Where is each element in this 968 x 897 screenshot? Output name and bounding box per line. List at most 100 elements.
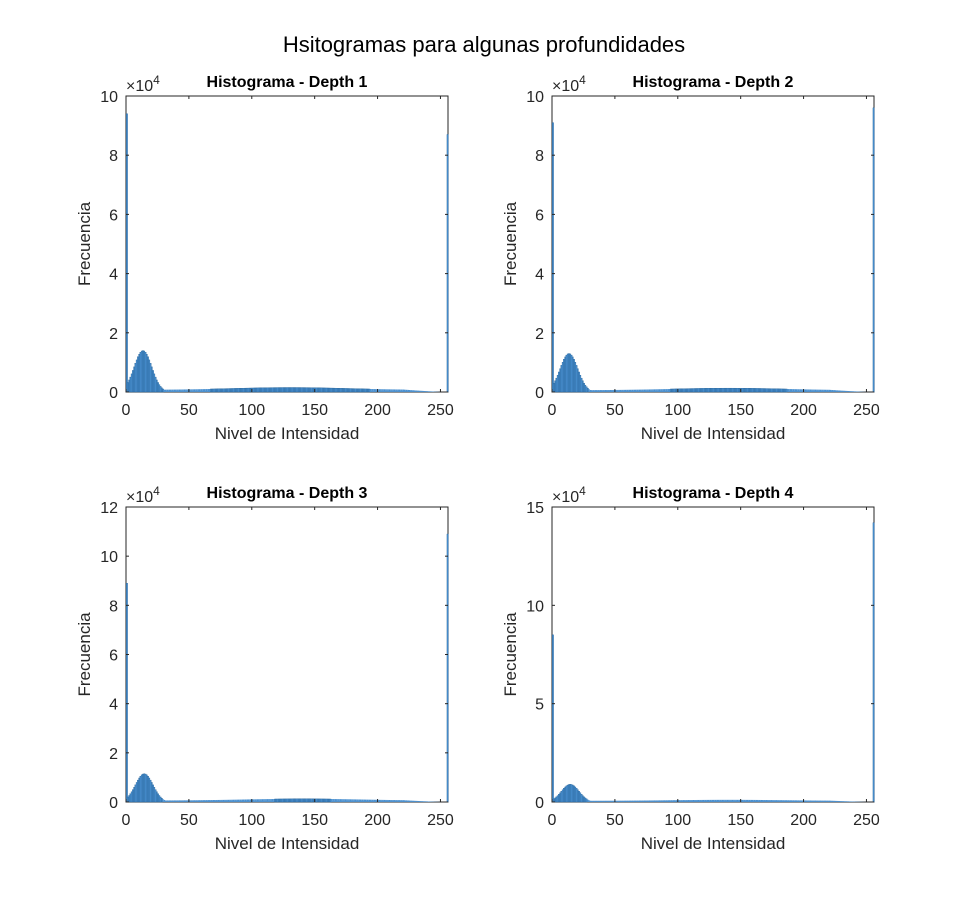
histogram-bar (720, 387, 722, 393)
histogram-bar (203, 389, 206, 392)
histogram-bar (182, 800, 184, 802)
histogram-bar (768, 800, 770, 802)
histogram-bar (368, 388, 371, 393)
histogram-bar (838, 801, 841, 802)
histogram-bar (710, 388, 712, 393)
histogram-bar (850, 801, 852, 802)
histogram-bar (191, 389, 193, 392)
histogram-bar (616, 389, 618, 392)
histogram-bar (621, 800, 623, 802)
histogram-bar (177, 389, 179, 392)
histogram-bar (657, 800, 659, 802)
histogram-bar (848, 391, 851, 392)
histogram-bar (395, 389, 397, 392)
histogram-bar (828, 800, 830, 802)
histogram-bar (751, 799, 754, 802)
histogram-bar (213, 388, 216, 393)
histogram-bar (431, 391, 433, 392)
histogram-bar (682, 800, 685, 802)
histogram-bar (266, 799, 269, 802)
histogram-bar (593, 800, 595, 802)
histogram-bar (352, 799, 354, 802)
histogram-bar (264, 799, 266, 802)
x-axis-label: Nivel de Intensidad (641, 834, 786, 853)
histogram-bar (809, 800, 812, 802)
histogram-bar (667, 389, 669, 392)
histogram-bar (417, 390, 420, 392)
histogram-bar (304, 387, 307, 393)
histogram-bar (274, 387, 276, 393)
histogram-bar (646, 800, 648, 802)
histogram-bar (209, 389, 211, 392)
histogram-bar (706, 799, 708, 802)
histogram-bar (283, 387, 285, 393)
histogram-bar (132, 370, 134, 393)
histogram-bar (410, 390, 412, 392)
histogram-bar (159, 386, 162, 393)
histogram-bar (564, 356, 567, 393)
histogram-bar (726, 799, 729, 802)
histogram-bar (246, 799, 249, 802)
histogram-bar (782, 388, 784, 393)
histogram-bar (730, 387, 733, 393)
histogram-bar (392, 389, 394, 392)
histogram-bar (807, 800, 809, 802)
histogram-bar (731, 387, 734, 393)
histogram-bar (606, 800, 608, 802)
histogram-bar (137, 779, 139, 803)
histogram-bar (558, 794, 560, 803)
histogram-bar (715, 799, 717, 802)
histogram-bar (872, 107, 875, 393)
histogram-bar (626, 800, 628, 802)
histogram-bar (144, 352, 147, 393)
histogram-bar (641, 800, 643, 802)
histogram-bar (672, 388, 675, 393)
histogram-bar (376, 389, 378, 392)
histogram-bar (753, 388, 755, 393)
histogram-bar (197, 800, 199, 802)
histogram-bar (134, 784, 137, 803)
histogram-bar (787, 800, 789, 802)
y-exponent-power: 4 (153, 73, 160, 87)
histogram-bar (583, 382, 585, 393)
histogram-bar (211, 800, 213, 802)
histogram-bar (419, 801, 421, 802)
histogram-bar (763, 388, 765, 393)
histogram-bar (147, 776, 149, 803)
histogram-bar (402, 800, 404, 802)
histogram-bar (603, 800, 605, 802)
histogram-bar (670, 800, 672, 802)
histogram-bar (311, 798, 314, 803)
histogram-bar (841, 390, 843, 392)
histogram-bar (652, 389, 654, 392)
histogram-bar (651, 800, 653, 802)
histogram-bar (736, 799, 739, 802)
histogram-bar (596, 390, 598, 392)
histogram-bar (278, 798, 280, 803)
histogram-bar (415, 390, 417, 392)
histogram-bar (790, 800, 793, 802)
histogram-bar (648, 389, 651, 392)
histogram-bar (628, 800, 630, 802)
histogram-bar (333, 799, 335, 802)
histogram-bar (229, 799, 231, 802)
histogram-bar (130, 791, 133, 803)
histogram-bar (624, 389, 627, 392)
histogram-bar (280, 798, 283, 803)
histogram-bar (792, 389, 794, 392)
histogram-bar (295, 387, 298, 393)
histogram-bar (126, 583, 128, 803)
histogram-bar (689, 800, 691, 802)
histogram-bar (358, 388, 361, 393)
histogram-bar (824, 389, 827, 392)
histogram-bar (705, 388, 707, 393)
histogram-bar (638, 800, 641, 802)
histogram-bar (338, 388, 341, 393)
histogram-bar (415, 800, 417, 802)
histogram-bar (563, 359, 565, 393)
histogram-bar (166, 800, 168, 802)
histogram-bar (833, 800, 836, 802)
y-tick-label: 12 (100, 500, 118, 517)
histogram-bar (406, 389, 408, 392)
histogram-bar (764, 388, 767, 393)
